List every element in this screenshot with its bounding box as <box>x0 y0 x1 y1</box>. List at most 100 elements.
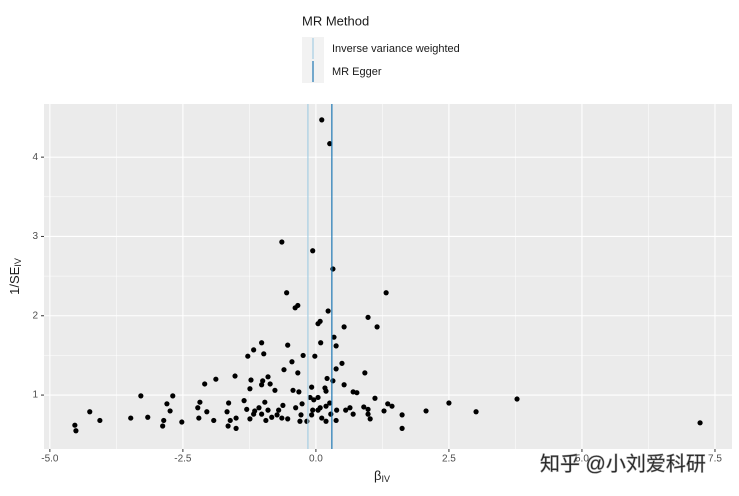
point <box>473 409 479 415</box>
point <box>341 382 347 388</box>
point <box>324 375 330 382</box>
point <box>315 394 321 401</box>
point <box>423 408 429 414</box>
y-tick-label: 3 <box>32 231 38 242</box>
point <box>304 418 310 424</box>
point <box>309 384 315 390</box>
plot-panel <box>44 104 732 449</box>
point <box>244 406 250 412</box>
x-axis-title-main: β <box>374 468 381 483</box>
x-axis-title-sub: IV <box>381 474 390 484</box>
point <box>343 407 349 413</box>
point <box>284 290 290 296</box>
point <box>226 400 232 406</box>
point <box>224 409 230 415</box>
point <box>299 401 305 407</box>
point <box>381 408 387 414</box>
point <box>389 403 395 409</box>
point <box>323 418 329 424</box>
point <box>279 415 285 421</box>
point <box>330 378 336 384</box>
x-tick-label: 7.5 <box>708 454 722 465</box>
point <box>297 418 303 424</box>
point <box>138 393 144 399</box>
point <box>347 405 353 411</box>
point <box>262 399 268 405</box>
point <box>331 334 337 340</box>
point <box>311 397 317 403</box>
y-axis-title-main: 1/SE <box>7 266 22 295</box>
point <box>251 411 257 417</box>
point <box>233 425 239 431</box>
point <box>160 423 166 429</box>
point <box>319 415 325 421</box>
point <box>339 360 345 366</box>
point <box>374 324 380 330</box>
point <box>328 411 334 417</box>
y-tick-label: 2 <box>32 310 38 321</box>
point <box>179 419 185 425</box>
point <box>202 381 208 387</box>
point <box>248 377 254 383</box>
legend-title: MR Method <box>302 13 369 28</box>
point <box>87 409 93 415</box>
x-tick-label: 0.0 <box>309 454 323 465</box>
point <box>334 407 340 413</box>
point <box>361 404 367 410</box>
point <box>276 407 282 413</box>
x-tick-label: 2.5 <box>442 454 456 465</box>
point <box>372 395 378 401</box>
point <box>233 415 239 421</box>
point <box>319 117 325 123</box>
point <box>325 308 331 314</box>
point <box>312 353 318 359</box>
point <box>354 390 360 396</box>
point <box>259 411 265 417</box>
point <box>300 352 306 359</box>
point <box>269 414 275 420</box>
y-axis-title-sub: IV <box>13 258 23 267</box>
point <box>285 416 291 422</box>
point <box>290 387 296 393</box>
point <box>128 415 134 421</box>
point <box>315 407 321 413</box>
point <box>309 412 315 418</box>
point <box>341 324 347 330</box>
point <box>272 387 278 393</box>
point <box>245 353 251 359</box>
y-tick-label: 4 <box>32 152 38 163</box>
point <box>365 411 371 417</box>
point <box>333 417 339 424</box>
point <box>514 396 520 402</box>
point <box>399 425 405 431</box>
point <box>204 409 210 415</box>
point <box>362 370 368 376</box>
point <box>350 411 356 417</box>
watermark: 知乎 @小刘爱科研 <box>540 452 706 475</box>
point <box>274 412 280 418</box>
point <box>298 412 304 418</box>
point <box>280 402 286 408</box>
point <box>164 401 170 407</box>
point <box>293 405 299 411</box>
legend-label: Inverse variance weighted <box>332 43 460 55</box>
point <box>310 248 316 254</box>
point <box>265 374 271 380</box>
point <box>259 382 265 388</box>
point <box>195 405 201 411</box>
point <box>281 367 287 373</box>
point <box>399 412 405 418</box>
point <box>259 340 265 346</box>
point <box>197 399 203 405</box>
point <box>260 378 266 384</box>
point <box>256 405 262 411</box>
x-tick-label: 5.0 <box>575 454 589 465</box>
point <box>446 400 452 406</box>
point <box>265 407 271 413</box>
point <box>330 266 336 272</box>
point <box>247 416 253 422</box>
point <box>295 370 301 376</box>
point <box>211 417 217 424</box>
point <box>261 351 267 357</box>
